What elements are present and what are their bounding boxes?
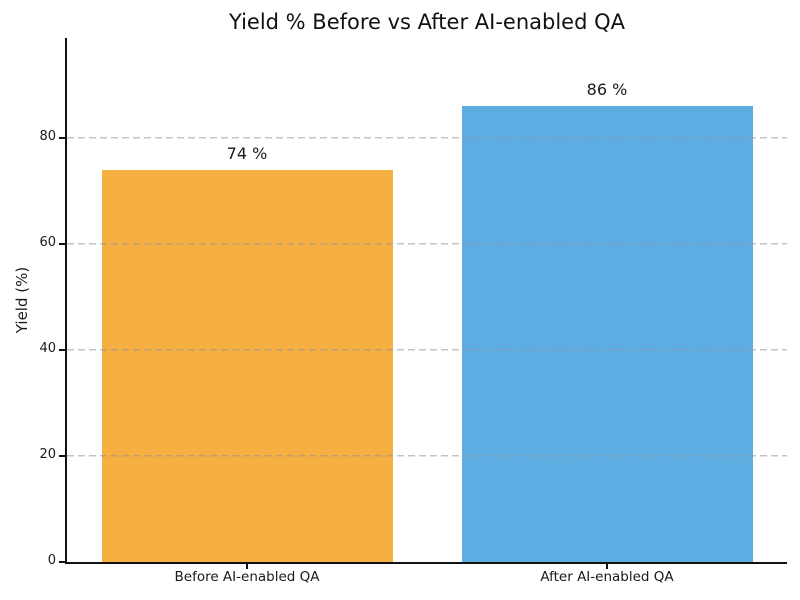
x-tick-label-2: After AI-enabled QA	[540, 569, 674, 585]
gridline-y-40	[67, 349, 787, 352]
y-tick-mark	[59, 137, 65, 140]
chart-title: Yield % Before vs After AI-enabled QA	[228, 10, 625, 34]
y-tick-label: 40	[39, 341, 56, 357]
y-tick-mark	[59, 455, 65, 458]
y-tick-label: 80	[39, 129, 56, 145]
y-tick-mark	[59, 349, 65, 352]
bar-2	[461, 106, 753, 562]
bar-1	[101, 169, 393, 562]
bar-value-label: 74 %	[226, 143, 268, 163]
y-tick-label: 20	[39, 447, 56, 463]
gridline-y-80	[67, 137, 787, 140]
bar-value-label: 86 %	[586, 80, 628, 100]
y-axis-label: Yield (%)	[13, 266, 31, 334]
x-tick-label-1: Before AI-enabled QA	[174, 569, 320, 585]
x-tick-mark	[606, 564, 608, 569]
plot-area: 74 % 86 %	[67, 38, 787, 562]
x-tick-mark	[246, 564, 248, 569]
y-axis-spine	[65, 38, 67, 564]
y-tick-mark	[59, 561, 65, 563]
y-tick-label: 0	[47, 553, 56, 568]
y-tick-label: 60	[39, 235, 56, 251]
gridline-y-60	[67, 243, 787, 246]
y-tick-mark	[59, 243, 65, 246]
gridline-y-20	[67, 455, 787, 458]
x-axis-spine	[65, 562, 787, 564]
